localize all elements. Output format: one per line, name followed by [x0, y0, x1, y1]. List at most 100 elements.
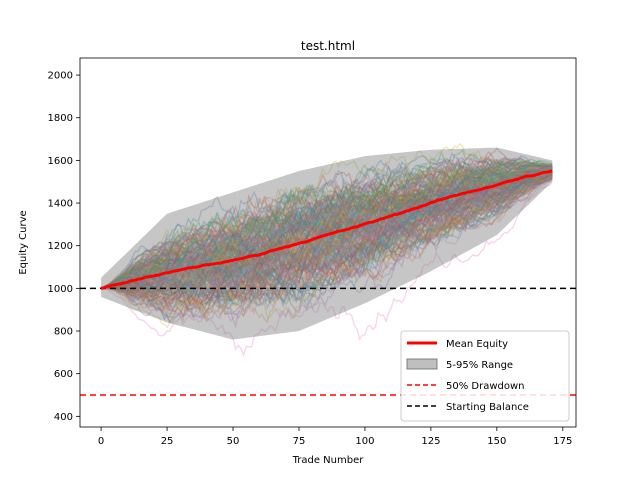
simulation-line: [100, 170, 553, 292]
simulation-line: [100, 169, 553, 290]
simulation-line: [100, 176, 553, 297]
simulation-line: [100, 147, 553, 290]
simulation-line: [100, 160, 553, 290]
simulation-line: [100, 173, 553, 290]
simulation-line: [100, 170, 553, 307]
x-tick-label: 175: [553, 436, 572, 447]
simulation-line: [101, 174, 553, 294]
chart-title: test.html: [301, 39, 355, 53]
simulation-line: [100, 169, 553, 293]
simulation-line: [100, 170, 553, 291]
simulation-line: [100, 168, 553, 290]
simulation-line: [100, 165, 553, 290]
simulation-line: [100, 160, 553, 290]
simulation-line: [100, 160, 553, 290]
simulation-line: [101, 176, 553, 322]
simulation-line: [100, 172, 553, 303]
x-tick-label: 0: [98, 436, 104, 447]
simulation-line: [101, 174, 553, 299]
y-tick-label: 1000: [48, 284, 73, 295]
y-tick-label: 1400: [48, 199, 73, 210]
simulation-line: [100, 170, 553, 323]
simulation-line: [100, 174, 553, 290]
simulation-line: [100, 170, 553, 305]
simulation-line: [101, 176, 553, 305]
simulation-line: [100, 169, 553, 290]
simulation-line: [100, 175, 553, 299]
simulation-line: [100, 173, 553, 305]
simulation-line: [100, 164, 553, 290]
simulation-line: [101, 173, 553, 319]
simulation-line: [100, 151, 553, 290]
simulation-line: [100, 163, 553, 290]
legend-label: Starting Balance: [446, 402, 529, 413]
simulation-line: [100, 172, 553, 295]
simulation-line: [100, 173, 553, 294]
simulation-line: [100, 165, 553, 291]
simulation-line: [100, 167, 553, 290]
simulation-line: [100, 169, 553, 290]
simulation-line: [100, 172, 553, 290]
simulation-line: [100, 171, 553, 291]
simulation-line: [100, 168, 553, 290]
simulation-line: [100, 173, 553, 292]
legend-swatch: [406, 358, 438, 370]
simulation-line: [100, 165, 553, 290]
simulation-line: [100, 158, 553, 290]
mean-line-path: [100, 169, 553, 290]
simulation-line: [101, 177, 553, 319]
simulation-line: [100, 156, 553, 290]
simulation-line: [101, 175, 553, 308]
simulation-lines: [100, 142, 553, 358]
simulation-line: [100, 170, 553, 294]
simulation-line: [100, 162, 553, 290]
simulation-line: [100, 170, 553, 290]
simulation-line: [100, 171, 553, 296]
simulation-line: [100, 166, 553, 290]
band-area: [101, 147, 553, 340]
simulation-line: [100, 168, 553, 290]
simulation-line: [100, 158, 553, 290]
simulation-line: [100, 171, 553, 290]
simulation-line: [100, 168, 553, 290]
simulation-line: [100, 169, 553, 290]
simulation-line: [100, 168, 553, 290]
x-tick-label: 100: [355, 436, 374, 447]
x-tick-label: 50: [227, 436, 240, 447]
simulation-line: [100, 164, 553, 290]
simulation-line: [101, 178, 553, 308]
plot-frame: [79, 57, 577, 428]
y-tick-label: 800: [54, 327, 73, 338]
simulation-line: [100, 168, 553, 300]
simulation-line: [100, 165, 553, 291]
simulation-line: [100, 170, 553, 298]
simulation-line: [100, 171, 553, 297]
simulation-line: [100, 166, 553, 290]
simulation-line: [100, 168, 553, 290]
simulation-line: [100, 171, 553, 295]
simulation-line: [100, 169, 553, 290]
simulation-line: [100, 170, 553, 290]
y-tick-label: 2000: [48, 71, 73, 82]
simulation-line: [101, 179, 553, 329]
simulation-line: [100, 157, 553, 290]
simulation-line: [100, 161, 553, 290]
simulation-line: [100, 170, 553, 293]
simulation-line: [100, 174, 553, 297]
simulation-line: [100, 160, 553, 290]
simulation-line: [100, 171, 553, 292]
simulation-line: [100, 171, 553, 313]
simulation-line: [100, 161, 553, 290]
y-tick-label: 600: [54, 369, 73, 380]
simulation-line: [100, 169, 553, 290]
simulation-line: [100, 164, 553, 290]
simulation-line: [100, 164, 553, 290]
simulation-line: [100, 173, 553, 312]
simulation-line: [100, 148, 553, 290]
simulation-line: [100, 168, 553, 290]
simulation-line: [100, 167, 553, 290]
simulation-line: [100, 165, 553, 290]
simulation-line: [100, 162, 553, 290]
simulation-line: [100, 170, 553, 290]
